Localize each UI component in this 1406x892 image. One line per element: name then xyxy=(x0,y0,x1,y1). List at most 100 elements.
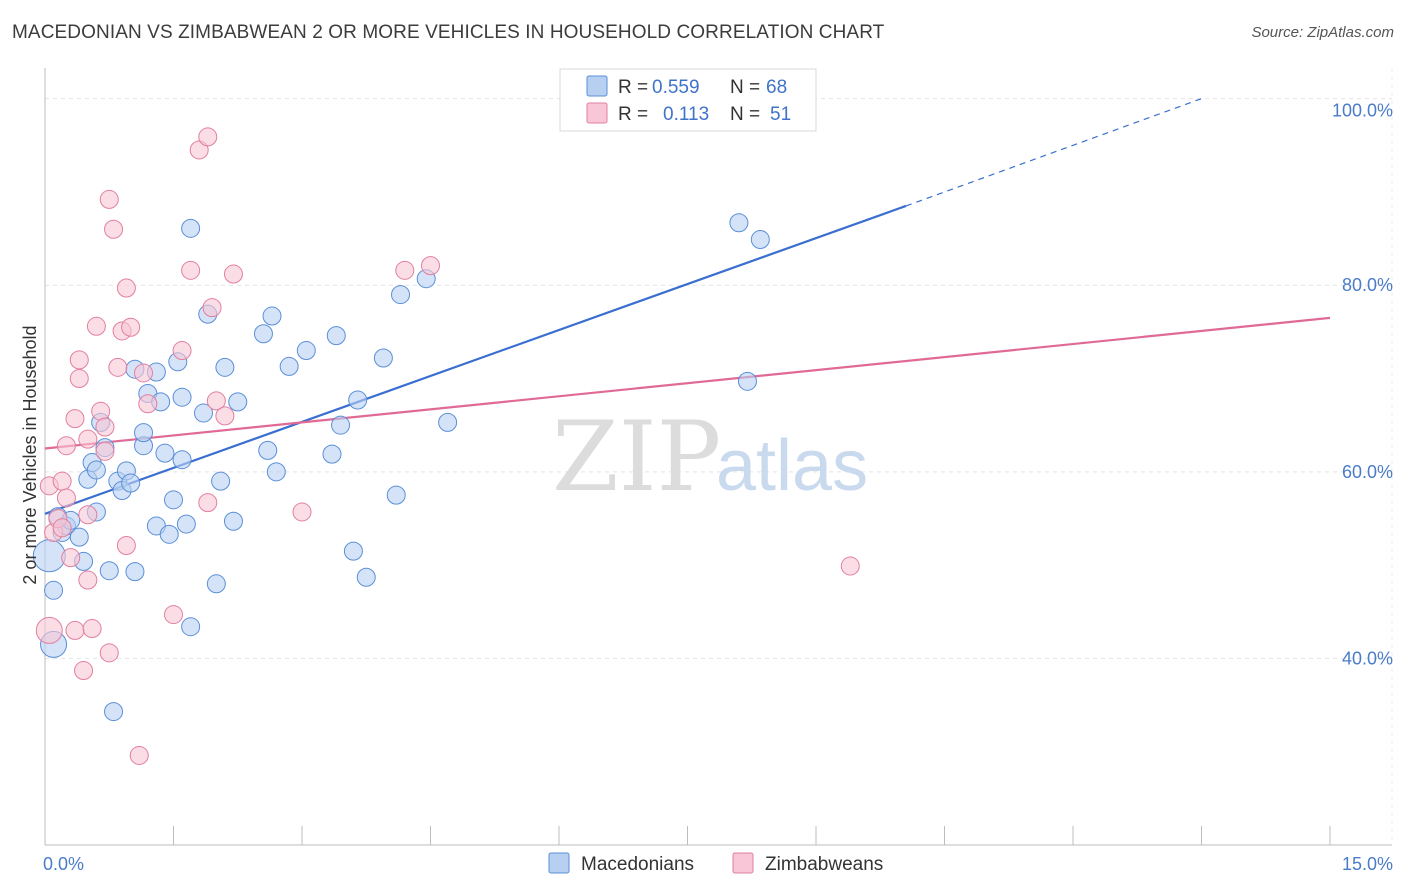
macedonians-point xyxy=(211,471,231,491)
watermark-atlas: atlas xyxy=(716,426,868,506)
legend-r-label-2: R = xyxy=(618,104,648,125)
macedonians-point xyxy=(155,443,175,463)
macedonians-point xyxy=(322,444,342,464)
y-tick-label: 80.0% xyxy=(1342,275,1393,295)
zimbabweans-point xyxy=(69,350,89,370)
macedonians-point xyxy=(343,541,363,561)
macedonians-point xyxy=(331,415,351,435)
zimbabweans-point xyxy=(99,189,119,209)
series-legend: Macedonians Zimbabweans xyxy=(548,852,883,875)
zimbabweans-point xyxy=(223,264,243,284)
macedonians-point xyxy=(86,460,106,480)
zimbabweans-trend-line xyxy=(44,316,1331,450)
macedonians-point xyxy=(729,213,749,233)
legend-macedonians-label: Macedonians xyxy=(581,854,694,875)
macedonians-point xyxy=(373,348,393,368)
macedonians-point xyxy=(159,524,179,544)
y-tick-label: 100.0% xyxy=(1332,101,1393,121)
macedonians-point xyxy=(181,617,201,637)
legend-n-value-1: 68 xyxy=(766,77,787,98)
macedonians-point xyxy=(104,702,124,722)
zimbabweans-point xyxy=(65,620,85,640)
legend-n-label-2: N = xyxy=(730,104,760,125)
zimbabweans-point xyxy=(56,488,76,508)
zimbabweans-point xyxy=(421,256,440,276)
zimbabweans-point xyxy=(99,643,119,663)
macedonians-point xyxy=(296,341,316,361)
macedonians-point xyxy=(348,390,368,410)
axes xyxy=(44,68,1392,846)
macedonians-point xyxy=(438,412,458,432)
x-tick-label: 15.0% xyxy=(1342,854,1393,874)
data-points xyxy=(32,127,860,765)
zimbabweans-point xyxy=(138,394,158,414)
zimbabweans-point xyxy=(395,260,415,280)
legend-n-label-1: N = xyxy=(730,77,760,98)
zimbabweans-point xyxy=(181,260,201,280)
macedonians-point xyxy=(134,423,154,443)
legend-zimbabweans-swatch xyxy=(732,852,754,874)
zimbabweans-point xyxy=(78,505,98,525)
legend-r-value-1: 0.559 xyxy=(652,77,700,98)
zimbabweans-point xyxy=(121,317,141,337)
zimbabweans-point xyxy=(52,518,72,538)
macedonians-point xyxy=(44,580,64,600)
chart-title: MACEDONIAN VS ZIMBABWEAN 2 OR MORE VEHIC… xyxy=(12,22,885,43)
macedonians-trend-extension xyxy=(905,98,1202,207)
zimbabweans-point xyxy=(56,436,76,456)
zimbabweans-point xyxy=(215,406,235,426)
legend-swatch-blue xyxy=(586,75,608,97)
zimbabweans-point xyxy=(116,536,136,556)
macedonians-point xyxy=(356,567,376,587)
zimbabweans-point xyxy=(69,369,89,389)
macedonians-point xyxy=(164,490,183,510)
x-tick-label: 0.0% xyxy=(43,854,84,874)
legend-zimbabweans-label: Zimbabweans xyxy=(765,854,883,875)
zimbabweans-point xyxy=(74,661,94,681)
zimbabweans-point xyxy=(202,298,222,318)
macedonians-point xyxy=(750,230,770,250)
macedonians-point xyxy=(253,324,273,344)
zimbabweans-point xyxy=(61,548,81,568)
macedonians-point xyxy=(206,574,226,594)
zimbabweans-point xyxy=(86,316,106,336)
macedonians-point xyxy=(266,462,286,482)
zimbabweans-point xyxy=(78,429,98,449)
macedonians-point xyxy=(181,218,201,238)
macedonians-point xyxy=(258,440,278,460)
macedonians-point xyxy=(326,326,346,346)
zimbabweans-point xyxy=(82,619,102,639)
legend-n-value-2: 51 xyxy=(770,104,791,125)
macedonians-point xyxy=(172,387,192,407)
macedonians-point xyxy=(121,473,141,493)
macedonians-point xyxy=(737,371,757,391)
watermark-zip: ZIP xyxy=(552,401,721,513)
zimbabweans-point xyxy=(108,357,128,377)
macedonians-point xyxy=(386,485,406,505)
legend-macedonians-swatch xyxy=(548,852,570,874)
zimbabweans-point xyxy=(164,605,183,625)
zimbabweans-point xyxy=(95,417,115,437)
y-tick-label: 60.0% xyxy=(1342,462,1393,482)
macedonians-point xyxy=(279,356,299,376)
zimbabweans-point xyxy=(840,556,860,576)
legend-r-value-2: 0.113 xyxy=(663,104,709,125)
macedonians-point xyxy=(69,527,89,547)
macedonians-point xyxy=(193,403,213,423)
zimbabweans-point xyxy=(198,127,218,147)
macedonians-point xyxy=(262,306,282,326)
zimbabweans-point xyxy=(78,570,98,590)
correlation-legend: R = 0.559 N = 68 R = 0.113 N = 51 xyxy=(559,68,817,132)
tick-labels: 40.0% 60.0% 80.0% 100.0% 0.0% 15.0% xyxy=(43,101,1393,874)
legend-r-label-1: R = xyxy=(618,77,648,98)
macedonians-point xyxy=(391,285,411,305)
zimbabweans-point xyxy=(134,363,154,383)
y-tick-label: 40.0% xyxy=(1342,648,1393,668)
macedonians-point xyxy=(99,561,119,581)
legend-swatch-pink xyxy=(586,102,608,124)
macedonians-point xyxy=(176,514,196,534)
source-credit: Source: ZipAtlas.com xyxy=(1251,24,1394,41)
zimbabweans-point xyxy=(292,502,312,522)
y-axis-title: 2 or more Vehicles in Household xyxy=(20,325,40,584)
